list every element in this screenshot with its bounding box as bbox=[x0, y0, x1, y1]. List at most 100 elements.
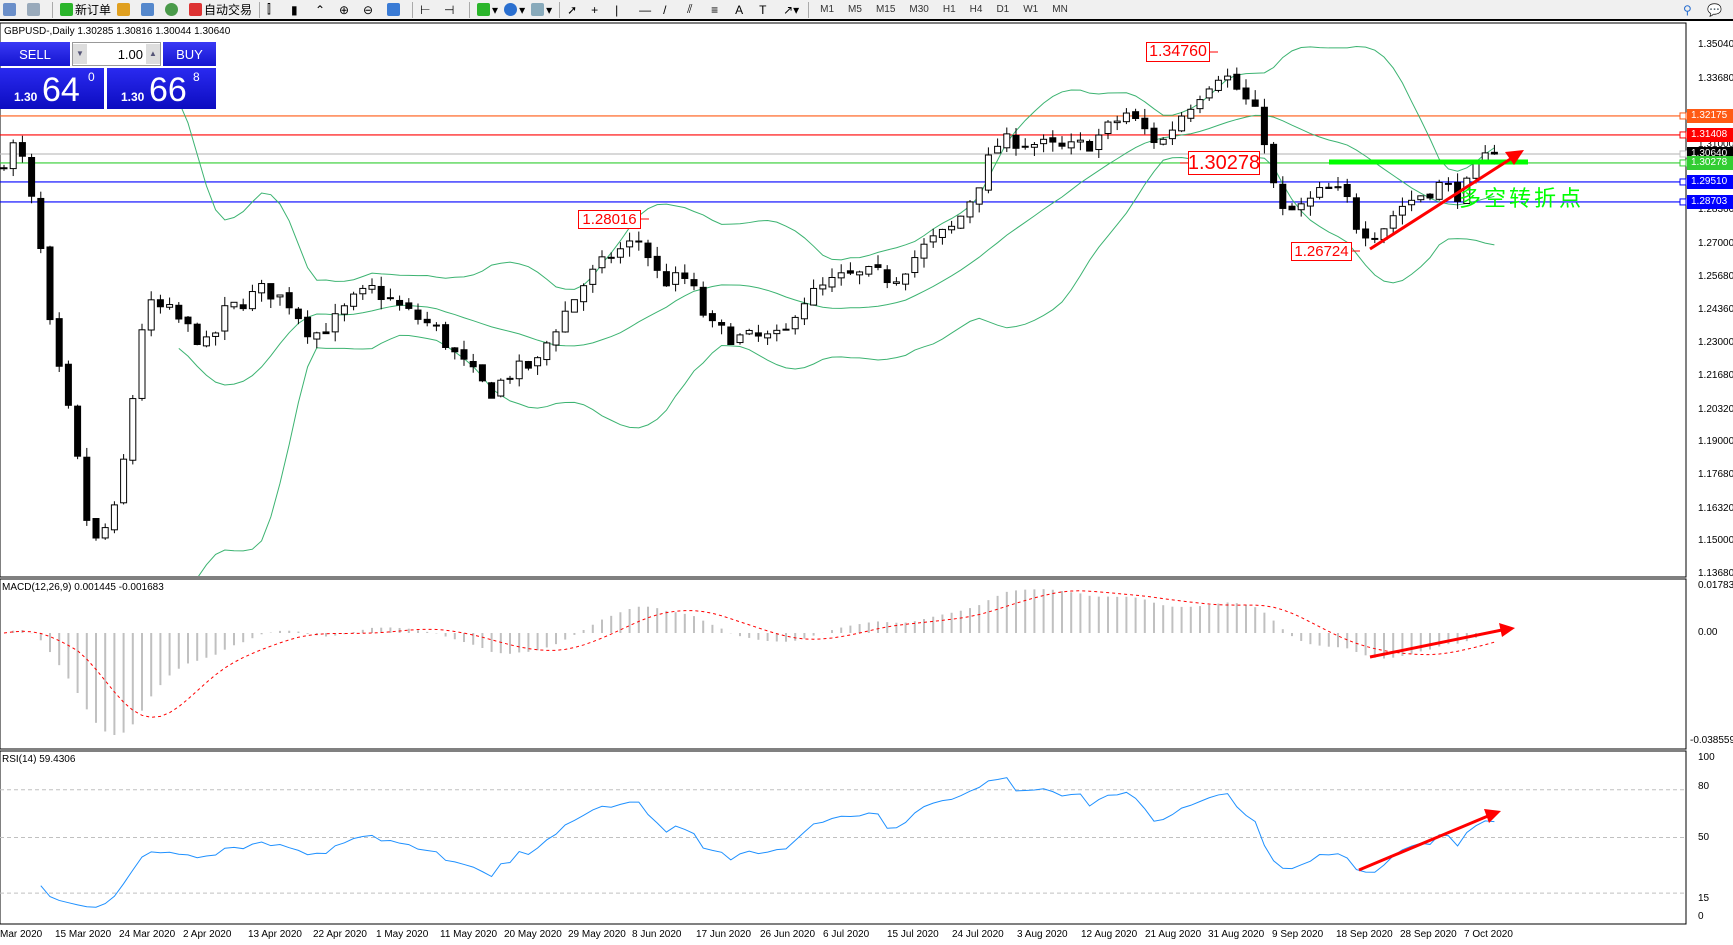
vertical-line-icon[interactable]: | bbox=[615, 2, 619, 17]
bear-candle bbox=[1132, 111, 1140, 119]
line-chart-icon[interactable]: ⌃ bbox=[315, 2, 326, 17]
channel-icon[interactable]: ⫽ bbox=[687, 2, 693, 16]
bull-candle bbox=[1297, 203, 1305, 211]
bull-candle bbox=[635, 240, 643, 243]
new-order-button[interactable]: 新订单 bbox=[60, 1, 111, 19]
bear-candle bbox=[432, 324, 440, 327]
bear-candle bbox=[92, 518, 100, 539]
rsi-axis-50: 50 bbox=[1698, 832, 1710, 843]
bull-candle bbox=[589, 268, 597, 285]
timeframe-d1[interactable]: D1 bbox=[996, 4, 1010, 15]
horizontal-line-icon[interactable]: — bbox=[639, 2, 652, 17]
bull-candle bbox=[626, 240, 634, 248]
bull-candle bbox=[1472, 163, 1480, 179]
market-icon[interactable] bbox=[165, 1, 183, 19]
lot-size-input[interactable]: 1.00 bbox=[117, 46, 143, 62]
search-icon[interactable]: ⚲ bbox=[1683, 2, 1692, 17]
bull-candle bbox=[258, 283, 266, 294]
bear-candle bbox=[883, 269, 891, 284]
bear-candle bbox=[18, 142, 26, 157]
timeframe-mn[interactable]: MN bbox=[1052, 4, 1068, 15]
divider bbox=[559, 1, 561, 18]
sell-button[interactable]: SELL bbox=[0, 42, 70, 66]
text-label-icon[interactable]: T bbox=[759, 2, 767, 17]
timeframe-m15[interactable]: M15 bbox=[875, 4, 896, 15]
timeframe-m1[interactable]: M1 bbox=[820, 4, 835, 15]
bear-candle bbox=[1058, 142, 1066, 147]
bear-candle bbox=[699, 286, 707, 316]
bull-candle bbox=[1113, 120, 1121, 124]
buy-button[interactable]: BUY bbox=[163, 42, 216, 66]
bear-candle bbox=[1426, 193, 1434, 199]
timeframe-h1[interactable]: H1 bbox=[942, 4, 956, 15]
price-line-handle bbox=[1679, 112, 1687, 120]
buy-price[interactable]: 1.30 66 8 bbox=[107, 68, 216, 109]
bear-candle bbox=[524, 361, 532, 369]
bear-candle bbox=[1233, 73, 1241, 90]
time-axis-label: 8 Jun 2020 bbox=[632, 929, 682, 940]
strategy-tester-icon[interactable] bbox=[27, 1, 45, 19]
toolbar: 新订单 自动交易 ⫿ ▮ ⌃ ⊕ ⊖ ⊢ ⊣ ▾ ▾ ▾ ➚ + | — / ⫽… bbox=[0, 0, 1733, 21]
bear-candle bbox=[64, 363, 72, 406]
rsi-indicator bbox=[40, 777, 1495, 908]
periods-icon[interactable]: ▾ bbox=[504, 1, 525, 19]
bull-candle bbox=[865, 266, 873, 275]
bull-candle bbox=[1067, 141, 1075, 149]
timeframe-m30[interactable]: M30 bbox=[909, 4, 929, 15]
signals-icon[interactable] bbox=[141, 1, 159, 19]
bull-candle bbox=[736, 334, 744, 344]
terminal-icon[interactable] bbox=[3, 1, 21, 19]
bull-candle bbox=[810, 287, 818, 306]
auto-scroll-icon[interactable]: ⊢ bbox=[420, 2, 431, 17]
chart-shift-icon[interactable]: ⊣ bbox=[444, 2, 455, 17]
tile-windows-icon[interactable] bbox=[387, 1, 405, 19]
bull-candle bbox=[598, 256, 606, 269]
chat-icon[interactable]: 💬 bbox=[1707, 2, 1722, 17]
cursor-icon[interactable]: ➚ bbox=[567, 2, 578, 17]
timeframe-h4[interactable]: H4 bbox=[969, 4, 983, 15]
bull-candle bbox=[938, 228, 946, 238]
time-axis-label: 24 Mar 2020 bbox=[119, 929, 176, 940]
bear-candle bbox=[1086, 140, 1094, 152]
bull-candle bbox=[350, 293, 358, 307]
indicators-icon[interactable]: ▾ bbox=[477, 1, 498, 19]
bull-candle bbox=[120, 458, 128, 504]
lot-size-stepper[interactable]: ▼ 1.00 ▲ bbox=[72, 42, 161, 66]
bear-candle bbox=[754, 332, 762, 337]
low-price-label: 1.26724 bbox=[1291, 242, 1352, 261]
bull-candle bbox=[1316, 187, 1324, 198]
bar-chart-icon[interactable]: ⫿ bbox=[267, 2, 271, 16]
sell-price[interactable]: 1.30 64 0 bbox=[0, 68, 104, 109]
bull-candle bbox=[101, 527, 109, 539]
price-line-handle bbox=[1679, 159, 1687, 167]
macd-label: MACD(12,26,9) 0.001445 -0.001683 bbox=[2, 582, 164, 593]
crosshair-icon[interactable]: + bbox=[591, 2, 599, 17]
time-axis-label: 31 Aug 2020 bbox=[1208, 929, 1265, 940]
zoom-in-icon[interactable]: ⊕ bbox=[339, 2, 350, 17]
bull-candle bbox=[1224, 75, 1232, 81]
text-icon[interactable]: A bbox=[735, 2, 744, 17]
templates-icon[interactable]: ▾ bbox=[531, 1, 552, 19]
bull-candle bbox=[800, 303, 808, 320]
trendline-icon[interactable]: / bbox=[663, 2, 667, 17]
candlestick-icon[interactable]: ▮ bbox=[291, 2, 298, 17]
bull-candle bbox=[1435, 181, 1443, 200]
bull-candle bbox=[543, 342, 551, 361]
zoom-out-icon[interactable]: ⊖ bbox=[363, 2, 374, 17]
increase-lot-button[interactable]: ▲ bbox=[146, 44, 160, 64]
arrows-icon[interactable]: ↗▾ bbox=[783, 2, 800, 17]
timeframe-w1[interactable]: W1 bbox=[1023, 4, 1039, 15]
fibonacci-icon[interactable]: ≡ bbox=[711, 2, 719, 17]
auto-trading-button[interactable]: 自动交易 bbox=[189, 1, 252, 19]
timeframe-m5[interactable]: M5 bbox=[848, 4, 862, 15]
bull-candle bbox=[1463, 177, 1471, 204]
decrease-lot-button[interactable]: ▼ bbox=[73, 44, 87, 64]
metaeditor-icon[interactable] bbox=[117, 1, 135, 19]
bear-candle bbox=[1288, 205, 1296, 211]
time-axis-label: 28 Sep 2020 bbox=[1400, 929, 1457, 940]
bull-candle bbox=[331, 313, 339, 333]
buy-price-pips: 66 bbox=[149, 71, 187, 109]
bollinger-upper bbox=[178, 45, 1495, 290]
bull-candle bbox=[994, 145, 1002, 154]
